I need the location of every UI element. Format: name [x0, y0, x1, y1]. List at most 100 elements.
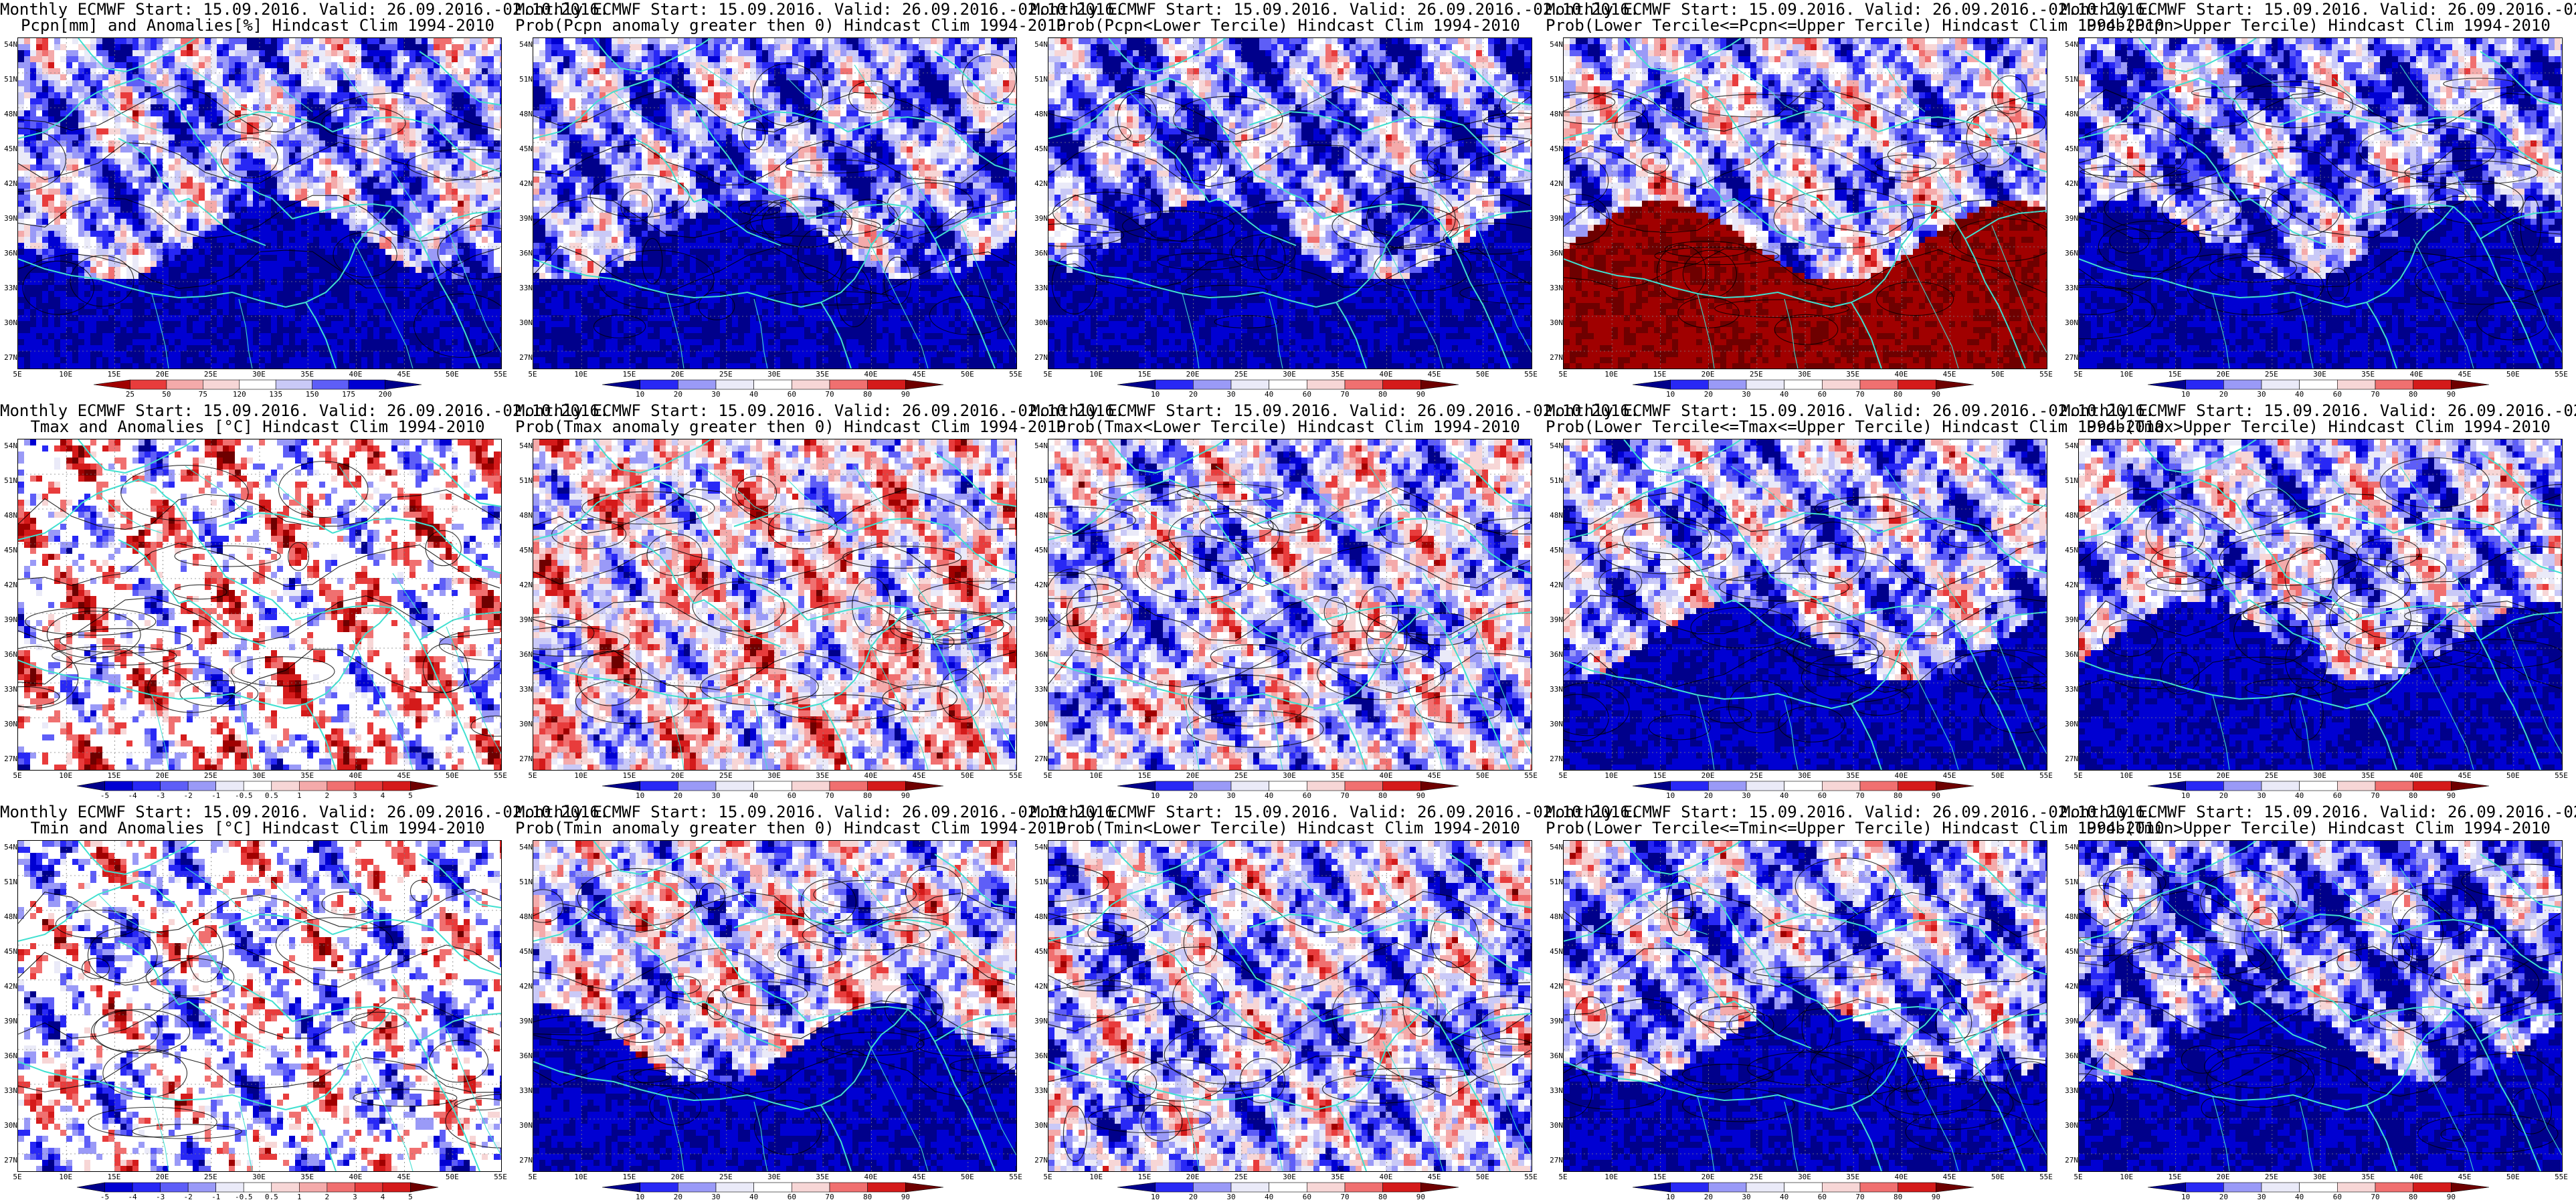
colorbar-bin — [1936, 1183, 1974, 1192]
longitude-label: 45E — [1943, 370, 1956, 379]
colorbar-tick-label: 30 — [2257, 1193, 2266, 1201]
colorbar-tick-label: 3 — [353, 1193, 357, 1201]
colorbar-bin — [1898, 380, 1936, 389]
colorbar-bin — [792, 380, 830, 389]
colorbar-bin — [1898, 781, 1936, 791]
longitude-label: 30E — [767, 1173, 781, 1181]
colorbar-bin — [1269, 1183, 1307, 1192]
colorbar-bin — [602, 781, 640, 791]
latitude-label: 39N — [515, 1017, 533, 1025]
longitude-label: 50E — [2506, 1173, 2520, 1181]
colorbar-tick-label: 2 — [325, 791, 330, 800]
longitude-label: 55E — [494, 370, 507, 379]
latitude-label: 39N — [1030, 1017, 1048, 1025]
colorbar-tick-label: 90 — [1932, 791, 1940, 800]
longitude-label: 35E — [2361, 1173, 2375, 1181]
longitude-label: 10E — [1089, 370, 1103, 379]
latitude-label: 36N — [0, 650, 17, 659]
colorbar-bin — [216, 1183, 244, 1192]
colorbar-bin — [1117, 380, 1156, 389]
panel-subtitle: Pcpn[mm] and Anomalies[%] Hindcast Clim … — [0, 17, 515, 34]
latitude-label: 39N — [2061, 214, 2078, 223]
colorbar-bin — [216, 781, 244, 791]
latitude-label: 36N — [515, 249, 533, 258]
latitude-label: 33N — [0, 685, 17, 694]
colorbar-bin — [2375, 380, 2413, 389]
latitude-label: 30N — [515, 318, 533, 327]
colorbar-bin — [240, 380, 276, 389]
map-area — [1048, 37, 1532, 369]
forecast-field-map — [2079, 439, 2562, 770]
panel-subtitle: Prob(Lower Tercile<=Tmax<=Upper Tercile)… — [1546, 419, 2061, 435]
panel-subtitle: Prob(Tmax>Upper Tercile) Hindcast Clim 1… — [2061, 419, 2576, 435]
colorbar-bin — [1898, 1183, 1936, 1192]
colorbar-bin — [1307, 1183, 1345, 1192]
latitude-label: 54N — [1546, 843, 1563, 851]
colorbar-tick-label: 4 — [381, 1193, 385, 1201]
colorbar-tick-label: 60 — [2333, 791, 2342, 800]
longitude-label: 50E — [446, 1173, 459, 1181]
latitude-label: 39N — [0, 214, 17, 223]
colorbar-tick-label: 30 — [1226, 390, 1235, 399]
colorbar-bin — [640, 781, 678, 791]
latitude-label: 54N — [515, 40, 533, 49]
latitude-label: 45N — [1030, 947, 1048, 956]
colorbar-bin — [1671, 781, 1709, 791]
longitude-label: 30E — [1283, 771, 1296, 780]
latitude-label: 33N — [2061, 1086, 2078, 1095]
colorbar-tick-label: 80 — [2409, 390, 2417, 399]
colorbar-bin — [1633, 380, 1671, 389]
forecast-panel: Monthly ECMWF Start: 15.09.2016. Valid: … — [2061, 401, 2576, 803]
map-area — [533, 439, 1017, 771]
longitude-label: 40E — [1894, 370, 1908, 379]
colorbar-tick-label: 70 — [2371, 1193, 2379, 1201]
colorbar-tick-label: 10 — [636, 791, 644, 800]
colorbar-bin — [1784, 380, 1823, 389]
longitude-label: 45E — [913, 1173, 926, 1181]
colorbar-bin — [2413, 1183, 2452, 1192]
longitude-label: 55E — [494, 771, 507, 780]
panel-subtitle: Prob(Pcpn>Upper Tercile) Hindcast Clim 1… — [2061, 17, 2576, 34]
longitude-label: 25E — [204, 370, 217, 379]
forecast-field-map — [533, 841, 1016, 1171]
colorbar-bin — [830, 380, 868, 389]
latitude-label: 48N — [2061, 511, 2078, 520]
longitude-label: 40E — [864, 1173, 877, 1181]
latitude-label: 30N — [515, 720, 533, 728]
longitude-label: 10E — [574, 771, 587, 780]
colorbar-bin — [272, 781, 300, 791]
panel-subtitle: Prob(Lower Tercile<=Pcpn<=Upper Tercile)… — [1546, 17, 2061, 34]
colorbar-tick-label: 60 — [2333, 1193, 2342, 1201]
colorbar-bin — [2375, 781, 2413, 791]
latitude-label: 36N — [0, 249, 17, 258]
colorbar-bin — [272, 1183, 300, 1192]
longitude-label: 20E — [156, 771, 169, 780]
latitude-label: 54N — [515, 843, 533, 851]
colorbar-bin — [2337, 380, 2375, 389]
colorbar-tick-label: 10 — [1666, 390, 1675, 399]
longitude-label: 50E — [1476, 1173, 1489, 1181]
longitude-label: 10E — [2120, 771, 2133, 780]
latitude-label: 27N — [2061, 755, 2078, 763]
colorbar-tick-label: 80 — [1378, 390, 1387, 399]
colorbar — [1117, 380, 1459, 389]
latitude-label: 30N — [1546, 1121, 1563, 1130]
colorbar-bin — [2413, 781, 2452, 791]
forecast-field-map — [18, 439, 501, 770]
longitude-label: 10E — [1604, 370, 1618, 379]
longitude-label: 40E — [864, 771, 877, 780]
colorbar-bin — [602, 380, 640, 389]
forecast-field-map — [18, 38, 501, 369]
forecast-panel: Monthly ECMWF Start: 15.09.2016. Valid: … — [1546, 401, 2061, 803]
longitude-label: 30E — [252, 1173, 266, 1181]
colorbar-bin — [1671, 380, 1709, 389]
latitude-label: 30N — [1546, 318, 1563, 327]
panel-subtitle: Prob(Pcpn<Lower Tercile) Hindcast Clim 1… — [1030, 17, 1546, 34]
colorbar-bin — [2148, 781, 2186, 791]
latitude-label: 30N — [0, 1121, 17, 1130]
longitude-label: 15E — [622, 370, 636, 379]
colorbar-bin — [1936, 781, 1974, 791]
longitude-label: 25E — [719, 771, 733, 780]
longitude-label: 25E — [204, 771, 217, 780]
longitude-label: 45E — [397, 370, 411, 379]
